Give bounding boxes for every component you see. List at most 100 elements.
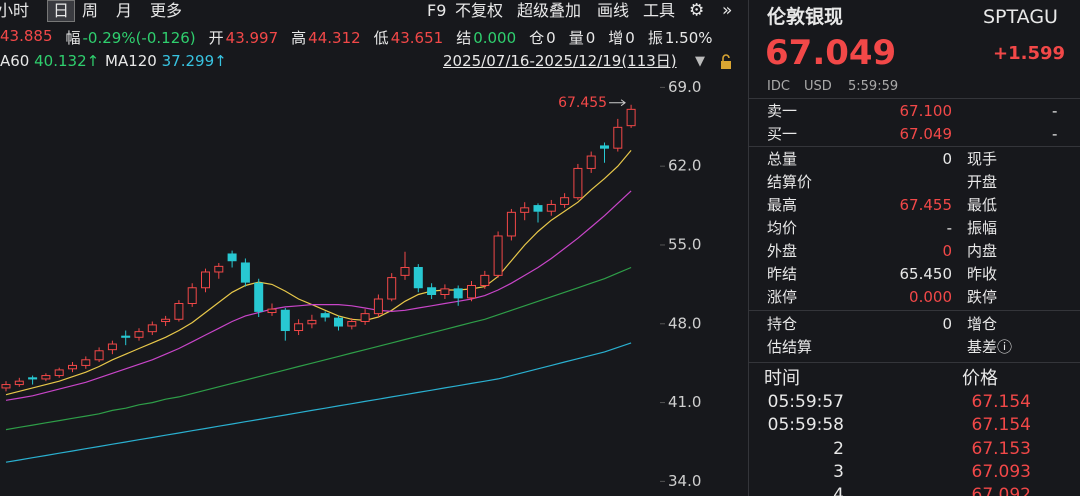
- candle-body: [453, 288, 463, 299]
- quote-label: 量: [568, 29, 584, 47]
- candle-body: [320, 313, 330, 318]
- separator: [749, 362, 1080, 363]
- candle-body: [201, 271, 210, 289]
- candle-body: [54, 369, 64, 377]
- candle-body: [41, 375, 51, 380]
- ma-label: A60: [0, 52, 30, 70]
- lock-icon[interactable]: [718, 54, 734, 70]
- quote-value: 0: [585, 29, 596, 47]
- period-tab[interactable]: 周: [82, 1, 99, 20]
- ma-legend-item: MA120 37.299↑: [105, 54, 227, 69]
- separator: [749, 98, 1080, 99]
- tick-price: 67.154: [971, 415, 1031, 436]
- quote-value: 1.50%: [664, 29, 713, 47]
- quote-value: 43.997: [225, 29, 279, 47]
- candle-body: [413, 266, 423, 289]
- candle-body: [254, 282, 264, 312]
- candle-body: [493, 235, 503, 276]
- stat-label-2: 增仓: [967, 315, 998, 333]
- candle-body: [573, 167, 583, 199]
- quote-time: 5:59:59: [848, 79, 899, 94]
- order-price: 67.049: [899, 125, 953, 143]
- tool-button[interactable]: F9: [427, 1, 447, 20]
- candle-body: [81, 359, 91, 366]
- tool-button[interactable]: 画线: [597, 1, 630, 20]
- candle-body: [267, 308, 277, 314]
- separator: [749, 310, 1080, 311]
- tool-button[interactable]: 不复权: [455, 1, 504, 20]
- candle-body: [121, 335, 131, 338]
- candle-body: [187, 287, 197, 305]
- period-tab[interactable]: 日: [47, 0, 76, 22]
- stat-label-2: 昨收: [967, 265, 998, 283]
- period-tab[interactable]: 更多: [150, 1, 183, 20]
- ma-value: 37.299↑: [161, 52, 227, 70]
- quote-value: 0.000: [473, 29, 517, 47]
- ma-line: [5, 190, 632, 401]
- stat-label: 估结算: [767, 338, 813, 356]
- expand-button[interactable]: »: [722, 0, 733, 21]
- candle-body: [334, 317, 343, 327]
- quote-item: 振 1.50%: [648, 27, 713, 47]
- tool-button[interactable]: 超级叠加: [517, 1, 582, 20]
- ma-value: 40.132↑: [34, 52, 100, 70]
- candle-body: [613, 126, 623, 149]
- stat-label: 结算价: [767, 173, 813, 191]
- candle-body: [227, 253, 237, 262]
- order-volume: -: [1052, 102, 1058, 120]
- quote-label: 低: [373, 29, 389, 47]
- chart-pane: 小时日周月更多 F9 不复权 超级叠加 画线 工具 ⚙ » 43.885 幅 -0.29%(-0.…: [0, 0, 734, 490]
- candle-body: [360, 313, 370, 323]
- stat-value: 67.455: [899, 196, 953, 214]
- order-volume: -: [1052, 125, 1058, 143]
- ma-legend-item: A60 40.132↑: [0, 54, 99, 69]
- stat-label-2: 基差ⓘ: [967, 338, 1013, 356]
- quote-label: 振: [647, 29, 663, 47]
- period-tab[interactable]: 小时: [0, 1, 30, 20]
- candle-body: [280, 309, 290, 332]
- candle-body: [373, 298, 383, 315]
- stat-label-2: 跌停: [967, 288, 998, 306]
- divider: [748, 0, 749, 496]
- candle-body: [28, 377, 38, 380]
- candle-body: [214, 265, 224, 273]
- quote-value: -0.29%(-0.126): [82, 29, 196, 47]
- period-tab[interactable]: 月: [116, 1, 133, 20]
- candle-body: [600, 145, 609, 149]
- stat-label: 持仓: [767, 315, 798, 333]
- tick-price: 67.153: [971, 438, 1031, 459]
- high-annotation: 67.455: [558, 95, 607, 111]
- tool-button[interactable]: 工具: [643, 1, 676, 20]
- stat-value: 0: [942, 150, 952, 168]
- tick-time: 3: [833, 461, 844, 482]
- stat-label-2: 内盘: [967, 242, 998, 260]
- currency: USD: [804, 79, 832, 94]
- candle-body: [174, 303, 184, 320]
- settings-button[interactable]: ⚙: [689, 0, 705, 21]
- instrument-name: 伦敦银现: [767, 6, 844, 28]
- y-tick-label: 69.0: [668, 78, 701, 96]
- range-dropdown[interactable]: ▼: [695, 54, 705, 69]
- quote-item: 高 44.312: [291, 27, 361, 47]
- ma-label: MA120: [105, 52, 157, 70]
- y-tick-label: 55.0: [668, 235, 701, 253]
- last-price: 67.049: [765, 33, 897, 73]
- stat-label: 外盘: [767, 242, 798, 260]
- candle-body: [586, 155, 596, 169]
- candle-body: [626, 108, 636, 127]
- date-range[interactable]: 2025/07/16-2025/12/19(113日): [443, 52, 677, 70]
- candle-body: [506, 211, 516, 237]
- quote-label: 结: [456, 29, 472, 47]
- stat-label: 涨停: [767, 288, 798, 306]
- candle-body: [294, 323, 304, 332]
- candle-body: [387, 277, 397, 300]
- tick-time: 2: [833, 438, 844, 459]
- candle-body: [94, 350, 104, 361]
- tick-time: 05:59:58: [767, 415, 844, 436]
- stat-label-2: 振幅: [967, 219, 998, 237]
- quote-item: 43.885: [0, 27, 53, 47]
- quote-label: 开: [208, 29, 224, 47]
- stat-label: 昨结: [767, 265, 798, 283]
